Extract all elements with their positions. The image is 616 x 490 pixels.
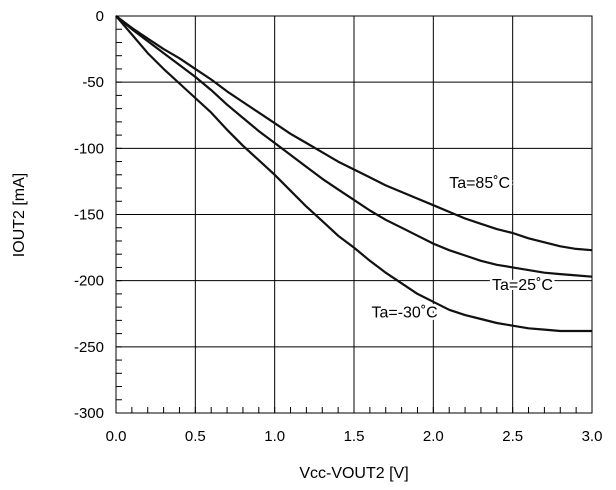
plot-frame <box>115 15 593 414</box>
x-tick-labels: 0.0 0.5 1.0 1.5 2.0 2.5 3.0 <box>106 428 603 445</box>
series-label: Ta=85˚C <box>449 175 510 192</box>
y-tick-label: -150 <box>74 207 104 224</box>
series-label: Ta=-30˚C <box>371 305 437 322</box>
y-tick-labels: 0 -50 -100 -150 -200 -250 -300 <box>74 8 104 422</box>
series-labels: Ta=85˚C Ta=25˚C Ta=-30˚C <box>369 173 556 325</box>
y-tick-label: -250 <box>74 339 104 356</box>
series-label: Ta=25˚C <box>492 277 553 294</box>
x-tick-label: 0.5 <box>185 428 206 445</box>
x-tick-label: 1.0 <box>264 428 285 445</box>
x-tick-label: 0.0 <box>106 428 127 445</box>
y-tick-label: -200 <box>74 273 104 290</box>
series-line <box>115 15 593 278</box>
x-tick-label: 2.5 <box>502 428 523 445</box>
y-tick-label: -100 <box>74 140 104 157</box>
x-tick-label: 1.5 <box>344 428 365 445</box>
x-tick-label: 3.0 <box>582 428 603 445</box>
data-series <box>115 15 593 333</box>
y-axis-label: IOUT2 [mA] <box>11 173 28 257</box>
x-tick-label: 2.0 <box>423 428 444 445</box>
series-line <box>115 15 592 333</box>
series-line <box>115 15 593 252</box>
y-tick-label: -50 <box>82 74 104 91</box>
grid-lines <box>115 15 593 414</box>
y-tick-label: 0 <box>96 8 104 25</box>
y-tick-label: -300 <box>74 405 104 422</box>
x-axis-label: Vcc-VOUT2 [V] <box>299 465 408 482</box>
